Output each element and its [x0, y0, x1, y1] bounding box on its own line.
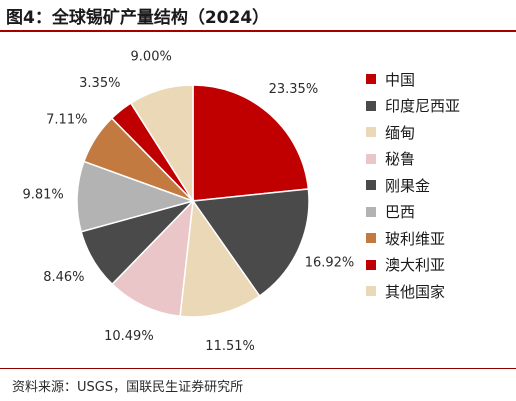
legend-item-2: 印度尼西亚 [366, 93, 516, 120]
legend-swatch [366, 180, 376, 191]
pie-slices [76, 84, 310, 318]
legend-swatch [366, 74, 376, 85]
legend-label: 玻利维亚 [385, 229, 446, 248]
source-note: 资料来源：USGS，国联民生证券研究所 [12, 380, 244, 395]
legend-label: 其他国家 [385, 282, 446, 301]
legend-item-1: 中国 [366, 66, 516, 93]
chart-legend: 中国印度尼西亚缅甸秘鲁刚果金巴西玻利维亚澳大利亚其他国家 [366, 66, 516, 305]
slice-value-label-7: 7.11% [46, 112, 87, 127]
figure-header: 图4：全球锡矿产量结构（2024） [0, 0, 516, 31]
slice-value-label-6: 9.81% [22, 188, 63, 203]
slice-value-label-2: 16.92% [305, 256, 355, 271]
legend-item-9: 其他国家 [366, 278, 516, 305]
slice-value-label-3: 11.51% [205, 339, 255, 354]
pie-slice-9 [129, 84, 194, 204]
slice-labels: 23.35% 16.92% 11.51% 10.49% 8.46% 9.81% 7.11% 3… [22, 50, 354, 354]
slice-value-label-9: 9.00% [131, 50, 172, 65]
legend-swatch [366, 233, 376, 244]
legend-label: 刚果金 [385, 176, 431, 195]
legend-label: 中国 [385, 70, 416, 89]
pie-slice-2 [191, 188, 310, 298]
slice-value-label-1: 23.35% [269, 82, 319, 97]
slice-value-label-5: 8.46% [43, 270, 84, 285]
legend-item-5: 刚果金 [366, 172, 516, 199]
legend-swatch [366, 100, 376, 111]
pie-slice-4 [111, 198, 194, 318]
legend-item-4: 秘鲁 [366, 146, 516, 173]
slice-value-label-4: 10.49% [104, 329, 154, 344]
legend-label: 缅甸 [385, 123, 416, 142]
legend-swatch [366, 206, 376, 217]
legend-item-6: 巴西 [366, 199, 516, 226]
legend-label: 巴西 [385, 203, 416, 222]
legend-label: 秘鲁 [385, 150, 416, 169]
legend-item-3: 缅甸 [366, 119, 516, 146]
legend-swatch [366, 286, 376, 297]
title-rule [0, 30, 516, 32]
source-rule [0, 368, 516, 369]
figure-title: 图4：全球锡矿产量结构（2024） [6, 8, 270, 28]
legend-swatch [366, 153, 376, 164]
legend-label: 澳大利亚 [385, 256, 446, 275]
pie-slice-3 [179, 198, 261, 318]
legend-swatch [366, 127, 376, 138]
legend-item-8: 澳大利亚 [366, 252, 516, 279]
pie-chart: 23.35% 16.92% 11.51% 10.49% 8.46% 9.81% 7.11% 3… [22, 50, 354, 354]
legend-item-7: 玻利维亚 [366, 225, 516, 252]
slice-value-label-8: 3.35% [79, 76, 120, 91]
legend-swatch [366, 259, 376, 270]
pie-slice-1 [192, 84, 310, 202]
legend-label: 印度尼西亚 [385, 97, 461, 116]
